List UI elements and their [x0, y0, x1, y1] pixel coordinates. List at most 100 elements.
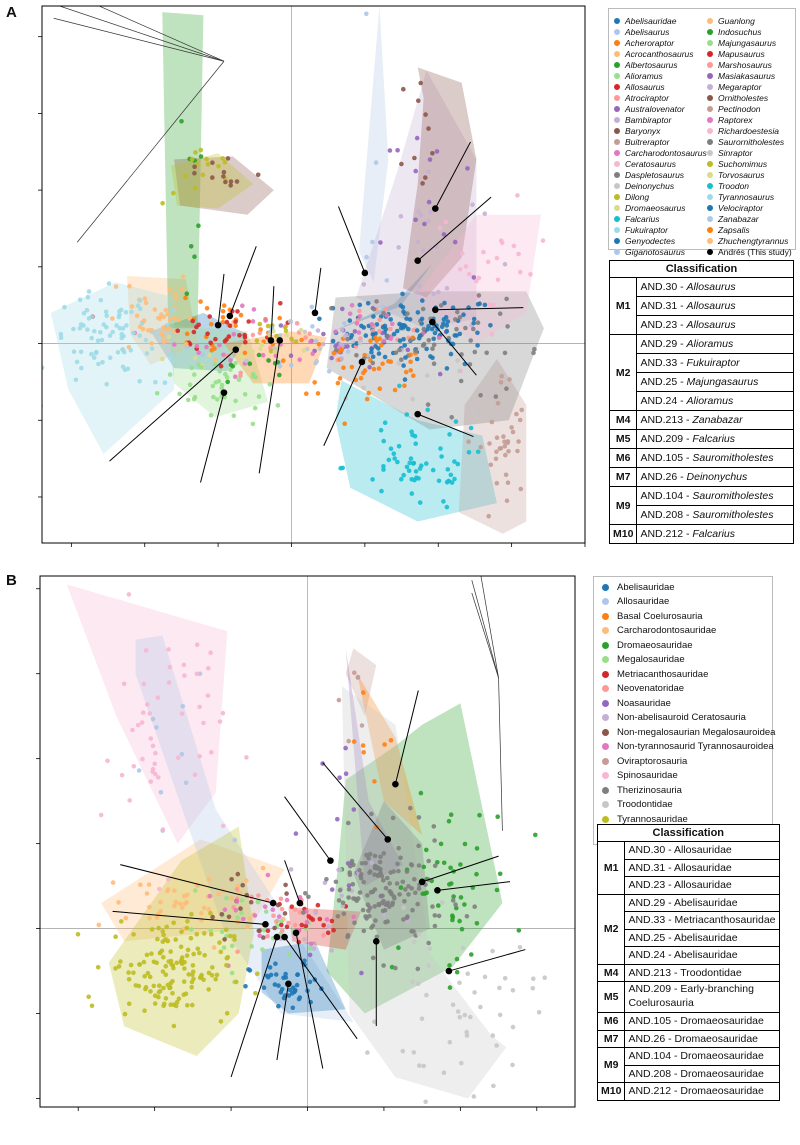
data-point	[146, 882, 152, 887]
data-point	[401, 323, 407, 328]
legend-a: Abelisauridae Abelisaurus Acheroraptor Acro…	[608, 8, 796, 268]
legend-swatch	[614, 94, 620, 101]
specimen-leader	[276, 983, 289, 1061]
data-point	[364, 11, 369, 17]
data-point	[256, 893, 261, 898]
data-point	[211, 945, 217, 950]
data-point	[281, 995, 287, 1001]
data-point	[213, 976, 218, 982]
data-point	[81, 311, 87, 316]
group-label: M10	[608, 524, 638, 544]
data-point	[142, 296, 148, 301]
specimen-leader	[434, 141, 471, 209]
legend-item: Neovenatoridae	[594, 682, 772, 697]
data-point	[297, 995, 303, 1000]
group-entries: AND.29 - Abelisauridae AND.33 - Metriacan…	[624, 893, 780, 965]
data-point	[119, 772, 125, 778]
data-point	[250, 421, 256, 427]
data-point	[460, 945, 466, 951]
legend-item: Basal Coelurosauria	[594, 609, 772, 624]
data-point	[418, 80, 424, 86]
data-point	[272, 349, 278, 355]
data-point	[414, 356, 420, 362]
data-point	[383, 919, 388, 925]
data-point	[487, 302, 493, 308]
data-point	[400, 291, 405, 297]
data-point	[303, 923, 309, 929]
data-point	[315, 902, 321, 908]
data-point	[478, 444, 484, 450]
data-point	[452, 239, 458, 245]
data-point	[242, 335, 248, 340]
data-point	[250, 349, 255, 354]
data-point	[395, 328, 400, 334]
data-point	[189, 984, 194, 990]
data-point	[99, 337, 105, 343]
specimen-leader	[284, 860, 301, 904]
data-point	[363, 860, 369, 866]
specimen-point	[273, 933, 281, 941]
data-point	[477, 301, 482, 307]
loading-vector	[53, 17, 225, 62]
data-point	[121, 681, 127, 687]
data-point	[137, 333, 142, 339]
data-point	[215, 397, 220, 402]
data-point	[171, 920, 176, 926]
data-point	[123, 915, 129, 921]
data-point	[158, 790, 164, 795]
data-point	[374, 299, 379, 304]
data-point	[392, 895, 397, 901]
data-point	[113, 284, 119, 289]
data-point	[186, 972, 191, 977]
legend-swatch	[602, 685, 609, 693]
data-point	[403, 355, 408, 360]
data-point	[396, 845, 402, 851]
legend-swatch	[707, 61, 713, 68]
legend-swatch	[602, 757, 609, 765]
legend-swatch	[614, 72, 620, 79]
data-point	[187, 382, 193, 388]
data-point	[357, 314, 363, 319]
data-point	[411, 929, 416, 934]
taxon-name: Alioramus	[686, 338, 734, 350]
data-point	[270, 907, 276, 912]
data-point	[228, 179, 234, 184]
data-point	[196, 350, 202, 356]
data-point	[454, 969, 460, 975]
data-point	[219, 912, 225, 917]
data-point	[294, 321, 300, 326]
data-point	[260, 947, 265, 952]
data-point	[137, 962, 142, 967]
specimen-point	[358, 358, 366, 366]
data-point	[413, 217, 418, 223]
separator: -	[665, 844, 674, 856]
separator: -	[665, 861, 674, 874]
specimen-leader	[448, 949, 526, 972]
data-point	[504, 498, 510, 504]
data-point	[364, 254, 369, 260]
data-point	[190, 969, 196, 975]
data-point	[494, 435, 500, 441]
data-point	[194, 932, 200, 937]
specimen-point	[276, 337, 284, 344]
data-point	[329, 918, 335, 924]
classification-table-a: Classification M1 AND.30 - Allosaurus AND.3…	[608, 260, 794, 544]
separator: -	[683, 414, 693, 426]
data-point	[214, 972, 220, 978]
data-point	[383, 306, 388, 312]
legend-swatch	[614, 83, 620, 90]
data-point	[224, 956, 230, 961]
data-point	[225, 156, 231, 161]
data-point	[129, 309, 134, 315]
data-point	[441, 321, 446, 327]
data-point	[391, 869, 397, 874]
data-point	[466, 439, 471, 445]
legend-label: Acheroraptor	[625, 37, 675, 48]
separator: -	[677, 338, 687, 350]
data-point	[421, 864, 427, 870]
legend-item: Buitreraptor	[614, 136, 707, 147]
legend-swatch	[707, 248, 713, 255]
specimen-leader	[437, 881, 511, 891]
legend-item: Fukuiraptor	[614, 224, 707, 235]
legend-label: Dromaeosaurus	[625, 202, 686, 213]
